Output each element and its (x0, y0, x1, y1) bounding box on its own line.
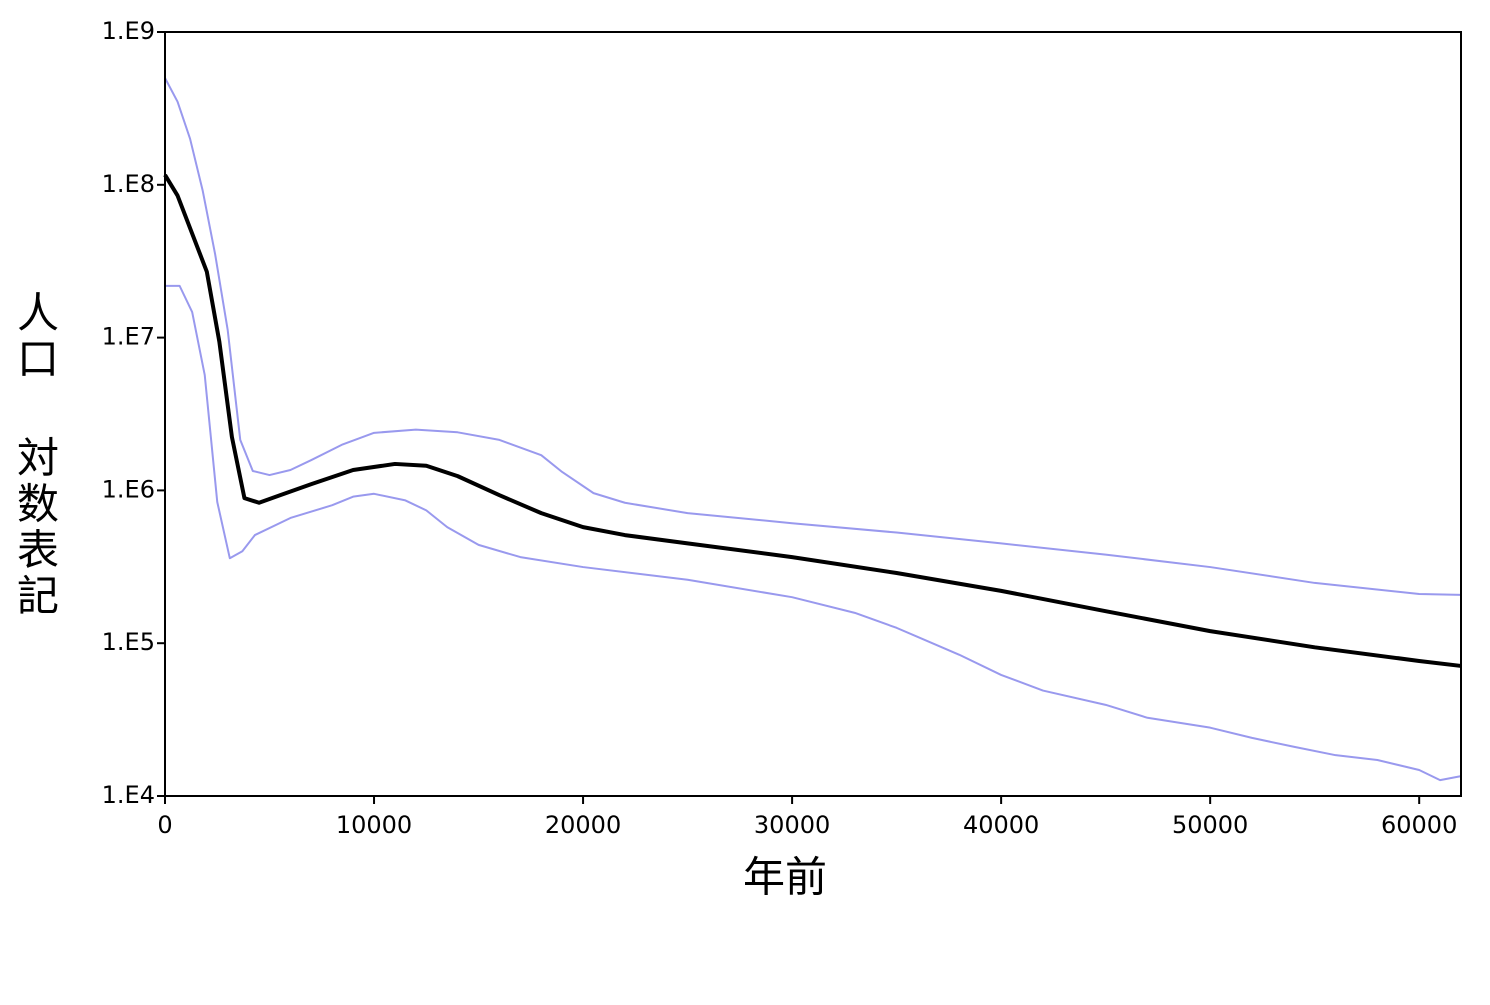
x-tick-label: 10000 (336, 811, 412, 839)
y-tick-label: 1.E9 (102, 17, 155, 45)
y-tick-label: 1.E6 (102, 475, 155, 503)
x-axis-label: 年前 (743, 853, 827, 902)
x-tick-label: 40000 (963, 811, 1039, 839)
x-tick-label: 50000 (1172, 811, 1248, 839)
y-tick-label: 1.E8 (102, 170, 155, 198)
plot-frame (164, 31, 1462, 797)
series-line (165, 284, 1462, 782)
y-tick-label: 1.E7 (102, 323, 155, 351)
series-line (163, 173, 1462, 668)
y-axis-label: 人口 対数表記 (11, 291, 60, 620)
x-tick-label: 30000 (754, 811, 830, 839)
y-tick-label: 1.E4 (102, 781, 155, 809)
x-tick-label: 60000 (1381, 811, 1457, 839)
series-line (164, 77, 1462, 596)
x-tick-label: 20000 (545, 811, 621, 839)
x-tick-label: 0 (157, 811, 172, 839)
y-tick-label: 1.E5 (102, 628, 155, 656)
